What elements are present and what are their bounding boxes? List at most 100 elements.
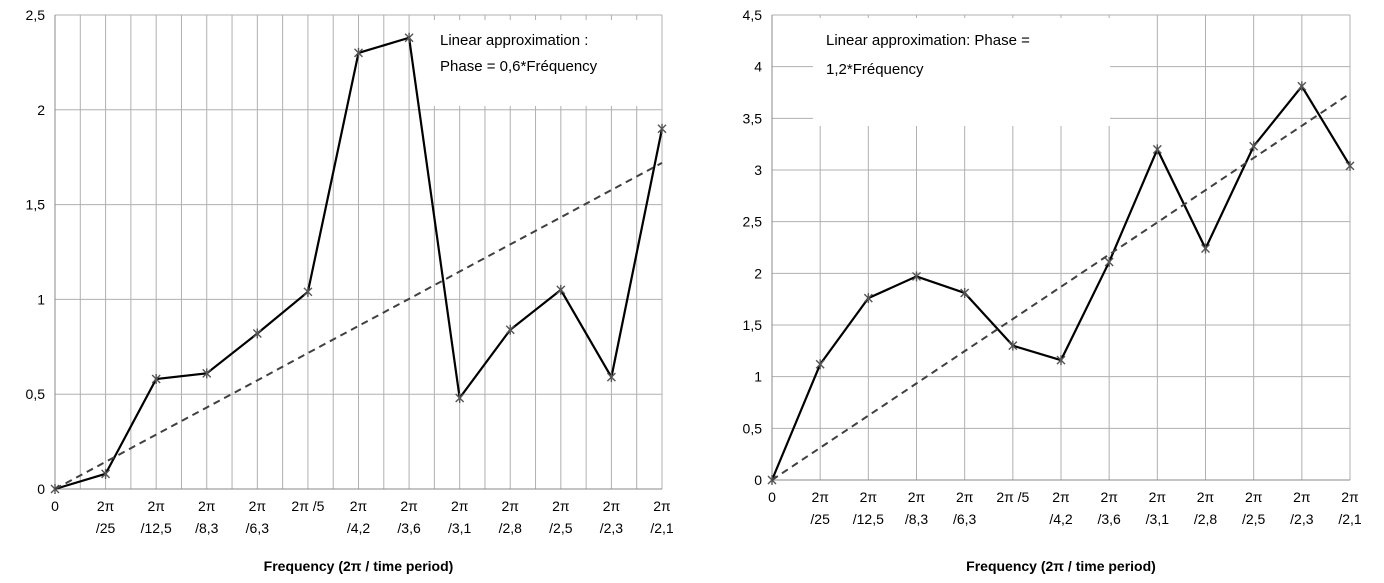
data-point-marker: [1345, 160, 1355, 171]
x-tick-label: /8,3: [905, 511, 929, 527]
x-tick-label: /3,6: [397, 520, 421, 536]
annotation-text: Linear approximation: Phase =: [826, 32, 1030, 49]
data-point-marker: [1008, 340, 1018, 351]
y-tick-label: 1,5: [26, 197, 46, 213]
x-tick-label: 2π: [1149, 489, 1167, 505]
x-tick-label: /4,2: [347, 520, 371, 536]
x-tick-label: 2π: [400, 498, 418, 514]
x-tick-label: 2π: [1100, 489, 1118, 505]
data-point-marker: [1104, 256, 1114, 267]
x-tick-label: 2π: [1245, 489, 1263, 505]
x-tick-label: 2π: [1052, 489, 1070, 505]
x-tick-label: /6,3: [246, 520, 270, 536]
x-tick-label: /25: [96, 520, 116, 536]
data-point-marker: [556, 284, 566, 295]
annotation-text: Phase = 0,6*Fréquency: [440, 58, 598, 75]
y-tick-label: 0,5: [743, 420, 763, 436]
x-tick-label: /12,5: [853, 511, 884, 527]
x-tick-label: /3,1: [448, 520, 472, 536]
y-tick-label: 4,5: [743, 7, 763, 23]
x-tick-label: /2,1: [650, 520, 674, 536]
data-point-marker: [1201, 243, 1210, 254]
data-point-marker: [252, 328, 262, 339]
x-tick-label: /3,6: [1097, 511, 1121, 527]
x-axis-title: Frequency (2π / time period): [966, 558, 1156, 574]
x-tick-label: /2,1: [1338, 511, 1362, 527]
x-tick-label: 2π: [1293, 489, 1311, 505]
x-tick-label: 0: [51, 498, 59, 514]
y-tick-label: 2,5: [743, 214, 763, 230]
x-tick-label: 2π: [198, 498, 216, 514]
y-tick-label: 0: [754, 472, 762, 488]
data-point-marker: [960, 287, 970, 298]
y-tick-label: 3: [754, 162, 762, 178]
data-point-marker: [815, 359, 825, 370]
y-tick-label: 2,5: [26, 7, 46, 23]
x-tick-label: 2π: [860, 489, 878, 505]
data-point-marker: [1056, 355, 1066, 366]
linear-approximation-line: [771, 92, 1351, 481]
data-point-marker: [354, 47, 363, 58]
x-tick-label: 2π: [1341, 489, 1359, 505]
y-tick-label: 1: [754, 369, 762, 385]
data-point-marker: [606, 372, 616, 383]
annotation-text: Linear approximation :: [440, 32, 588, 49]
x-tick-label: /4,2: [1049, 511, 1073, 527]
data-point-marker: [202, 368, 212, 379]
x-tick-label: 2π: [1197, 489, 1215, 505]
x-tick-label: /12,5: [141, 520, 172, 536]
x-tick-label: /2,3: [600, 520, 624, 536]
data-point-marker: [404, 32, 414, 43]
x-tick-label: 2π /5: [996, 489, 1029, 505]
x-tick-label: 2π: [811, 489, 829, 505]
x-axis-title: Frequency (2π / time period): [264, 558, 454, 574]
y-tick-label: 0,5: [26, 386, 46, 402]
data-point-marker: [1297, 81, 1307, 92]
data-point-marker: [1249, 141, 1259, 152]
annotation-text: 1,2*Fréquency: [826, 61, 924, 78]
y-tick-label: 2: [754, 265, 762, 281]
right-chart: 0 0,5 1 1,5 2 2,5 3 3,5 4 4,5 Linear approximation…: [700, 0, 1384, 578]
x-tick-label: 2π: [97, 498, 115, 514]
x-tick-label: 2π: [603, 498, 621, 514]
x-tick-label: /2,3: [1290, 511, 1314, 527]
x-tick-label: /2,8: [1194, 511, 1218, 527]
annotation-box: [430, 20, 658, 106]
data-point-marker: [101, 468, 111, 479]
y-tick-label: 1: [37, 291, 45, 307]
left-chart-svg: 0 0,5 1 1,5 2 2,5 Linear approximation : Phase …: [26, 7, 674, 574]
data-point-marker: [863, 293, 873, 304]
x-tick-label: 2π: [502, 498, 520, 514]
x-tick-label: 0: [768, 489, 776, 505]
x-tick-label: /6,3: [953, 511, 977, 527]
annotation-box: [813, 18, 1110, 126]
x-tick-label: /2,8: [499, 520, 523, 536]
linear-approximation-line: [54, 162, 663, 490]
y-tick-label: 1,5: [743, 317, 763, 333]
x-tick-label: 2π /5: [291, 498, 324, 514]
x-tick-label: 2π: [147, 498, 165, 514]
x-tick-label: /8,3: [195, 520, 219, 536]
y-tick-label: 0: [37, 481, 45, 497]
right-chart-svg: 0 0,5 1 1,5 2 2,5 3 3,5 4 4,5 Linear approximation…: [743, 7, 1362, 574]
x-tick-label: 2π: [451, 498, 469, 514]
x-tick-label: /2,5: [549, 520, 573, 536]
data-point-marker: [151, 374, 161, 385]
x-tick-label: 2π: [956, 489, 974, 505]
y-tick-label: 3,5: [743, 110, 763, 126]
x-tick-label: /3,1: [1146, 511, 1170, 527]
data-point-marker: [1152, 144, 1162, 155]
x-tick-label: 2π: [653, 498, 671, 514]
data-point-marker: [912, 271, 921, 282]
x-tick-label: 2π: [552, 498, 570, 514]
data-point-marker: [455, 392, 465, 403]
left-chart: 0 0,5 1 1,5 2 2,5 Linear approximation : Phase …: [0, 0, 680, 578]
y-tick-label: 2: [37, 102, 45, 118]
x-tick-label: 2π: [350, 498, 368, 514]
x-tick-label: 2π: [249, 498, 267, 514]
data-point-marker: [505, 324, 515, 335]
x-tick-label: /25: [810, 511, 830, 527]
data-point-marker: [657, 123, 667, 134]
x-tick-label: 2π: [908, 489, 926, 505]
data-point-marker: [303, 286, 313, 297]
